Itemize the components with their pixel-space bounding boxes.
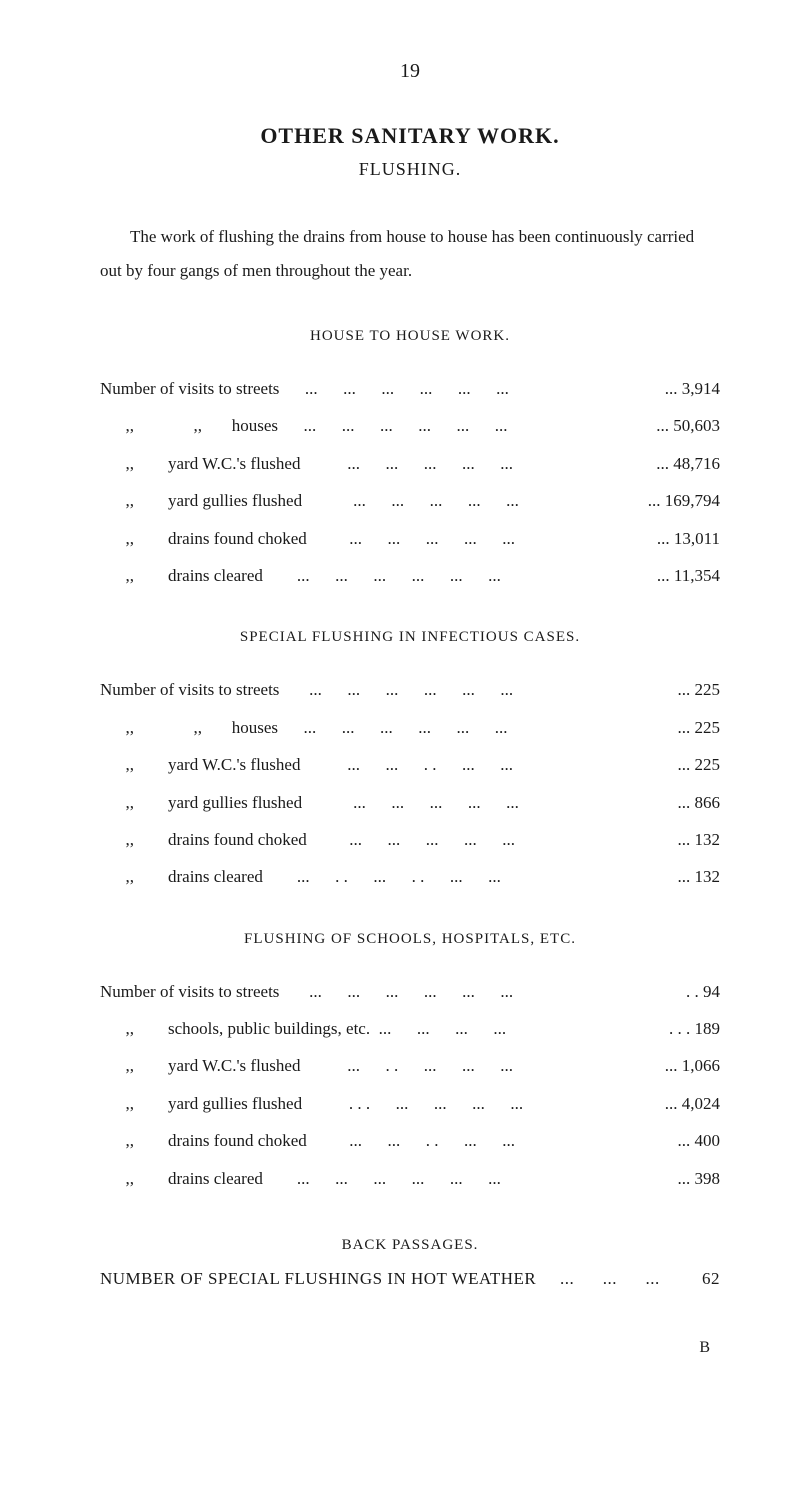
row-value: ... 400 [640,1122,720,1159]
signature-mark: B [100,1339,720,1357]
row-label: ,, yard gullies flushed ... ... ... ... … [100,482,640,519]
section-heading-schools: FLUSHING OF SCHOOLS, HOSPITALS, ETC. [100,931,720,948]
data-row: Number of visits to streets ... ... ... … [100,973,720,1010]
row-value: ... 1,066 [640,1047,720,1084]
data-row: ,, drains found choked ... ... ... ... .… [100,821,720,858]
row-value: ... 11,354 [640,557,720,594]
row-label: ,, ,, houses ... ... ... ... ... ... [100,407,640,444]
row-value: ... 132 [640,858,720,895]
row-label: ,, schools, public buildings, etc. ... .… [100,1010,640,1047]
row-label: ,, yard gullies flushed ... ... ... ... … [100,784,640,821]
data-row: ,, yard W.C.'s flushed ... . . ... ... .… [100,1047,720,1084]
row-value: . . . 189 [640,1010,720,1047]
subtitle: FLUSHING. [100,159,720,180]
row-label: ,, drains cleared ... . . ... . . ... ..… [100,858,640,895]
row-label: Number of visits to streets ... ... ... … [100,671,640,708]
row-value: ... 13,011 [640,520,720,557]
footer-row: NUMBER OF SPECIAL FLUSHINGS IN HOT WEATH… [100,1269,720,1289]
page-number: 19 [100,60,720,83]
row-label: Number of visits to streets ... ... ... … [100,973,640,1010]
data-row: Number of visits to streets ... ... ... … [100,671,720,708]
data-row: ,, ,, houses ... ... ... ... ... ... ...… [100,709,720,746]
row-value: ... 225 [640,671,720,708]
row-label: ,, drains found choked ... ... ... ... .… [100,520,640,557]
row-value: ... 4,024 [640,1085,720,1122]
intro-paragraph: The work of flushing the drains from hou… [100,220,720,288]
section-heading-back-passages: BACK PASSAGES. [100,1237,720,1254]
row-value: ... 398 [640,1160,720,1197]
row-label: ,, ,, houses ... ... ... ... ... ... [100,709,640,746]
row-label: ,, drains found choked ... ... ... ... .… [100,821,640,858]
data-row: ,, drains found choked ... ... . . ... .… [100,1122,720,1159]
footer-label: NUMBER OF SPECIAL FLUSHINGS IN HOT WEATH… [100,1269,660,1289]
data-row: ,, yard W.C.'s flushed ... ... . . ... .… [100,746,720,783]
data-row: ,, drains cleared ... ... ... ... ... ..… [100,557,720,594]
data-row: ,, yard gullies flushed ... ... ... ... … [100,784,720,821]
row-value: ... 48,716 [640,445,720,482]
row-label: Number of visits to streets ... ... ... … [100,370,640,407]
data-row: Number of visits to streets ... ... ... … [100,370,720,407]
data-row: ,, drains cleared ... ... ... ... ... ..… [100,1160,720,1197]
main-title: OTHER SANITARY WORK. [100,123,720,149]
document-page: 19 OTHER SANITARY WORK. FLUSHING. The wo… [0,0,800,1417]
section-heading-house: HOUSE TO HOUSE WORK. [100,328,720,345]
data-row: ,, yard gullies flushed . . . ... ... ..… [100,1085,720,1122]
row-value: ... 866 [640,784,720,821]
row-label: ,, yard gullies flushed . . . ... ... ..… [100,1085,640,1122]
row-label: ,, yard W.C.'s flushed ... ... . . ... .… [100,746,640,783]
data-row: ,, yard gullies flushed ... ... ... ... … [100,482,720,519]
footer-value: 62 [660,1269,720,1289]
row-value: ... 50,603 [640,407,720,444]
data-row: ,, yard W.C.'s flushed ... ... ... ... .… [100,445,720,482]
row-value: ... 169,794 [640,482,720,519]
row-value: ... 225 [640,746,720,783]
row-value: . . 94 [640,973,720,1010]
row-label: ,, drains found choked ... ... . . ... .… [100,1122,640,1159]
data-row: ,, drains found choked ... ... ... ... .… [100,520,720,557]
row-label: ,, yard W.C.'s flushed ... . . ... ... .… [100,1047,640,1084]
data-row: ,, ,, houses ... ... ... ... ... ... ...… [100,407,720,444]
row-value: ... 132 [640,821,720,858]
row-value: ... 3,914 [640,370,720,407]
data-row: ,, drains cleared ... . . ... . . ... ..… [100,858,720,895]
row-label: ,, drains cleared ... ... ... ... ... ..… [100,557,640,594]
section-heading-special: SPECIAL FLUSHING IN INFECTIOUS CASES. [100,629,720,646]
row-value: ... 225 [640,709,720,746]
row-label: ,, yard W.C.'s flushed ... ... ... ... .… [100,445,640,482]
data-row: ,, schools, public buildings, etc. ... .… [100,1010,720,1047]
row-label: ,, drains cleared ... ... ... ... ... ..… [100,1160,640,1197]
